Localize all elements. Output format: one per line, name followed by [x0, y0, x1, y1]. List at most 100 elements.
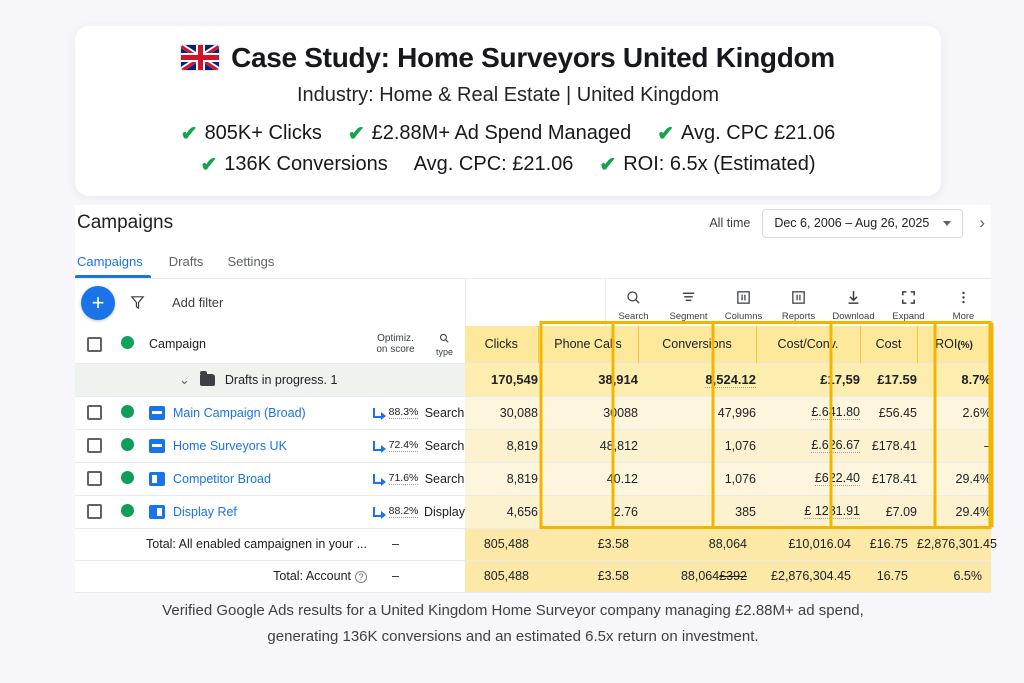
columns-icon — [735, 288, 752, 307]
tab-campaigns[interactable]: Campaigns — [75, 247, 157, 278]
status-dot-icon — [120, 470, 134, 484]
chevron-right-icon[interactable]: › — [979, 213, 985, 232]
total-enabled-label: Total: All enabled campaignen in your ..… — [75, 528, 367, 561]
row-checkbox[interactable] — [75, 429, 113, 463]
row-status[interactable] — [113, 429, 141, 463]
opt-score-line1: Optimiz. — [377, 332, 414, 344]
row-campaign-link[interactable]: Display Ref — [173, 504, 237, 519]
table-row[interactable]: Main Campaign (Broad) 88.3% Search 30,08… — [75, 396, 991, 430]
group-row-type — [424, 363, 465, 397]
column-header-cost-per-conv[interactable]: Cost/Conv. — [756, 326, 861, 364]
checkbox-box — [86, 336, 102, 352]
row-type: Display — [424, 495, 465, 529]
row-campaign-name[interactable]: Display Ref — [141, 495, 367, 529]
row-campaign-link[interactable]: Home Surveyors UK — [173, 438, 287, 453]
tab-drafts[interactable]: Drafts — [157, 247, 216, 278]
row-optimization-score-value: 71.6% — [388, 472, 419, 485]
row-campaign-name[interactable]: Home Surveyors UK — [141, 429, 367, 463]
row-checkbox[interactable] — [75, 396, 113, 430]
search-icon — [625, 288, 642, 307]
table-group-row[interactable]: ⌄ Drafts in progress. 1 170,549 38,914 8… — [75, 363, 991, 397]
column-header-roi[interactable]: ROI(%) — [917, 326, 992, 364]
row-status[interactable] — [113, 396, 141, 430]
funnel-icon[interactable] — [129, 294, 146, 311]
row-campaign-link[interactable]: Competitor Broad — [173, 471, 271, 486]
table-row[interactable]: Competitor Broad 71.6% Search 8,819 40.1… — [75, 462, 991, 496]
uk-flag-icon — [181, 45, 220, 70]
group-row-clicks: 170,549 — [465, 363, 538, 397]
total-enabled-type — [424, 528, 465, 561]
date-range-selector[interactable]: Dec 6, 2006 – Aug 26, 2025 — [762, 208, 964, 238]
column-header-optimization-score[interactable]: Optimiz. on score — [367, 326, 424, 364]
total-account-type — [424, 560, 465, 593]
select-all-checkbox[interactable] — [75, 326, 113, 364]
row-cost-per-conv: £622.40 — [756, 462, 860, 496]
column-header-type[interactable]: type — [424, 326, 465, 364]
row-cost-per-conv-value: £ 1281.91 — [804, 504, 860, 519]
tab-settings-label: Settings — [227, 254, 275, 269]
reports-button[interactable]: Reports — [771, 284, 826, 322]
stat-ad-spend-label: £2.88M+ Ad Spend Managed — [371, 122, 632, 144]
status-dot-icon — [120, 404, 134, 418]
total-row-account: Total: Account? – 805,488 £3.58 88,064£3… — [75, 560, 991, 593]
reports-icon — [790, 288, 807, 307]
columns-button[interactable]: Columns — [716, 284, 771, 322]
segment-button[interactable]: Segment — [661, 284, 716, 322]
add-filter-button[interactable]: Add filter — [172, 295, 224, 310]
status-dot-icon — [120, 503, 134, 517]
new-campaign-button[interactable]: + — [81, 285, 115, 320]
more-button[interactable]: More — [936, 284, 991, 322]
column-header-conversions[interactable]: Conversions — [638, 326, 757, 364]
row-optimization-score[interactable]: 88.3% — [367, 396, 424, 430]
total-enabled-clicks: 805,488 — [465, 528, 538, 561]
stat-avg-cpc-2: Avg. CPC: £21.06 — [414, 149, 574, 180]
row-campaign-name[interactable]: Competitor Broad — [141, 462, 367, 496]
row-cost: £178.41 — [860, 429, 917, 463]
row-cost-per-conv: £ 1281.91 — [756, 495, 860, 529]
row-cost-per-conv: £.641.80 — [756, 396, 860, 430]
expand-button[interactable]: Expand — [881, 284, 936, 322]
group-row-checkbox-cell — [75, 363, 113, 397]
column-header-cost[interactable]: Cost — [860, 326, 918, 364]
total-row-enabled-campaigns: Total: All enabled campaignen in your ..… — [75, 528, 997, 561]
row-checkbox[interactable] — [75, 495, 113, 529]
row-cost-per-conv-value: £622.40 — [814, 471, 860, 486]
column-header-campaign[interactable]: Campaign — [141, 326, 367, 364]
stat-avg-cpc-2-label: Avg. CPC: £21.06 — [413, 153, 574, 175]
column-header-phone-calls[interactable]: Phone Calls — [538, 326, 639, 364]
row-cost-per-conv-value: £.641.80 — [811, 405, 860, 420]
row-optimization-score-value: 88.2% — [388, 505, 419, 518]
total-account-cost-per-conv: £2,876,304.45 — [756, 560, 860, 593]
row-campaign-name[interactable]: Main Campaign (Broad) — [141, 396, 367, 430]
row-clicks: 30,088 — [465, 396, 538, 430]
row-campaign-link[interactable]: Main Campaign (Broad) — [173, 405, 306, 420]
group-row-cost-per-conv: £17,59 — [756, 363, 860, 397]
table-toolbar: + Add filter Search Segme — [75, 278, 991, 326]
column-header-clicks[interactable]: Clicks — [465, 326, 539, 364]
row-optimization-score[interactable]: 72.4% — [367, 429, 424, 463]
row-optimization-score[interactable]: 88.2% — [367, 495, 424, 529]
tab-settings[interactable]: Settings — [215, 247, 286, 278]
group-row-status-cell — [113, 363, 141, 397]
table-row[interactable]: Display Ref 88.2% Display 4,656 2.76 385… — [75, 495, 991, 529]
row-type: Search — [424, 429, 465, 463]
row-clicks: 8,819 — [465, 429, 538, 463]
row-checkbox[interactable] — [75, 462, 113, 496]
row-status[interactable] — [113, 462, 141, 496]
help-icon[interactable]: ? — [355, 570, 367, 583]
group-row-name-cell[interactable]: ⌄ Drafts in progress. 1 — [141, 363, 367, 397]
row-conversions: 1,076 — [638, 462, 756, 496]
status-dot-icon — [120, 336, 134, 350]
expand-button-label: Expand — [892, 310, 925, 322]
row-optimization-score[interactable]: 71.6% — [367, 462, 424, 496]
chevron-down-icon[interactable]: ⌄ — [179, 371, 190, 387]
row-roi: 29.4% — [917, 462, 991, 496]
search-button[interactable]: Search — [606, 284, 661, 322]
table-row[interactable]: Home Surveyors UK 72.4% Search 8,819 48,… — [75, 429, 991, 463]
download-button[interactable]: Download — [826, 284, 881, 322]
case-study-hero-card: Case Study: Home Surveyors United Kingdo… — [75, 26, 941, 196]
campaign-type-icon — [149, 405, 165, 420]
opt-score-line2: on score — [376, 344, 415, 356]
row-status[interactable] — [113, 495, 141, 529]
